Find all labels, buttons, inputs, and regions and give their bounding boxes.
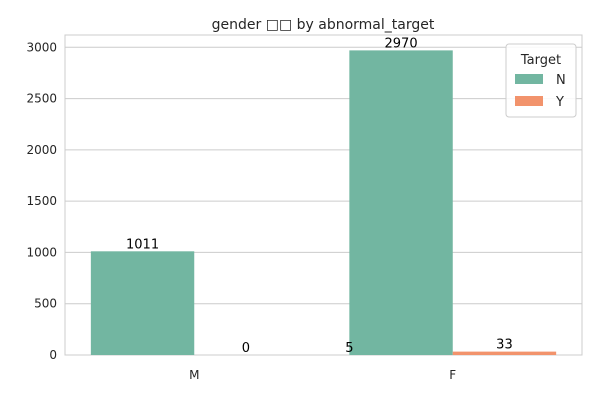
x-tick-label: F: [449, 368, 456, 382]
y-tick-label: 3000: [26, 40, 57, 54]
bar-N-F: [349, 50, 453, 356]
legend-label: N: [556, 73, 566, 88]
bar-Y-F: [452, 351, 557, 355]
x-tick-label: M: [189, 368, 199, 382]
data-label-extra: 5: [345, 341, 353, 356]
y-tick-label: 2000: [26, 143, 57, 157]
chart-title: gender □□ by abnormal_target: [212, 17, 435, 33]
y-tick-label: 1500: [26, 194, 57, 208]
y-tick-label: 2500: [26, 92, 57, 106]
y-tick-label: 0: [49, 348, 57, 362]
bars: [90, 50, 557, 356]
data-label: 33: [496, 338, 513, 353]
plot-frame: [64, 34, 583, 356]
y-tick-labels: 0 500 1000 1500 2000 2500 3000: [26, 40, 57, 362]
data-label: 2970: [385, 36, 418, 51]
bar-N-M: [90, 251, 195, 355]
legend-title: Target: [520, 53, 561, 68]
y-tick-label: 1000: [26, 245, 57, 259]
legend: Target NY: [505, 43, 577, 118]
y-tick-label: 500: [34, 297, 57, 311]
data-labels: 1011 0 2970 33 5: [126, 36, 513, 356]
data-label: 1011: [126, 237, 159, 252]
legend-label: Y: [555, 95, 564, 110]
data-label: 0: [242, 341, 250, 356]
legend-swatch: [515, 74, 543, 84]
legend-swatch: [515, 96, 543, 106]
